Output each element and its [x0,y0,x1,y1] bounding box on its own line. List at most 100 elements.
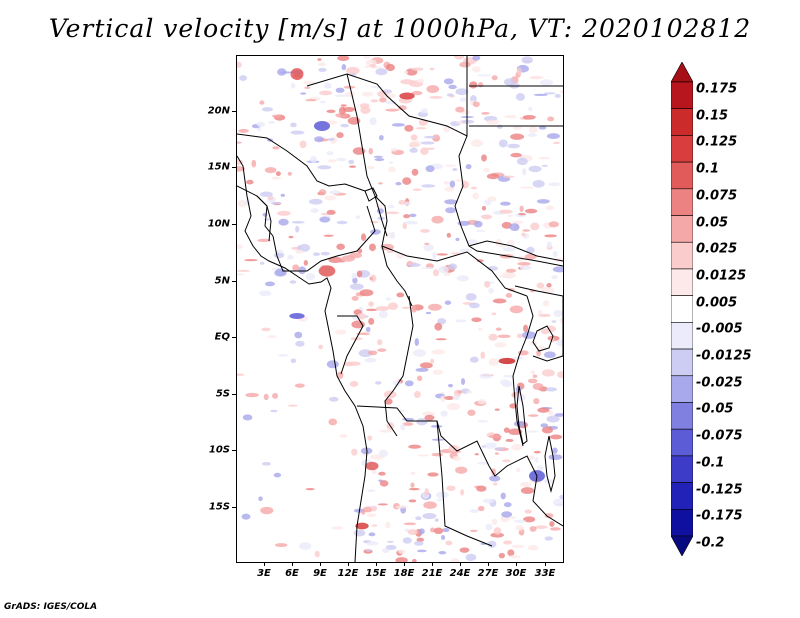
field-contour [556,339,563,347]
field-contour [509,516,517,520]
field-contour [239,75,248,82]
velocity-field [237,56,563,562]
field-contour [489,475,501,482]
field-contour [381,548,390,554]
field-contour [516,467,521,473]
field-contour [494,408,500,411]
field-contour [267,196,274,201]
field-contour [528,106,533,112]
field-contour [421,184,436,188]
field-contour [366,541,379,546]
lon-label: 3E [257,568,271,579]
field-contour [523,324,529,333]
field-contour [498,139,508,148]
field-contour [386,540,394,543]
field-contour [521,232,526,237]
field-contour [513,519,527,523]
field-contour [340,123,349,128]
field-contour [351,320,365,329]
field-contour [276,210,291,216]
field-contour [395,557,408,562]
field-contour [534,456,539,463]
field-contour [466,239,478,245]
field-contour [385,108,399,112]
lon-tick [460,562,461,566]
field-contour [484,442,497,449]
field-contour [421,267,435,270]
field-contour [272,146,280,150]
field-contour [494,452,500,455]
field-contour [423,501,437,509]
field-contour [290,82,296,89]
border-angola-zambia [436,420,493,547]
field-contour [244,259,258,262]
field-contour [385,63,395,72]
field-contour [488,333,498,341]
field-contour [295,225,300,233]
country-borders [237,56,563,562]
field-contour [523,516,536,523]
field-contour [415,516,422,521]
border-cameroon-car [374,195,413,307]
colorbar-label: -0.2 [696,535,725,551]
field-contour [242,414,253,421]
field-contour [371,506,378,512]
border-sudan-ssudan [468,240,563,262]
field-contour [364,357,377,363]
field-contour [388,161,394,164]
field-contour [238,128,250,133]
field-contour [351,295,359,301]
field-contour [340,104,347,107]
field-contour [524,509,532,514]
field-contour [290,130,305,135]
colorbar-swatch [671,348,693,377]
field-contour [481,154,487,162]
field-contour [460,378,466,386]
field-contour [493,527,502,535]
field-contour [532,382,544,391]
field-contour [544,536,553,541]
field-contour [455,237,460,242]
colorbar-swatch [671,402,693,430]
field-contour [532,374,538,378]
border-zambia [488,455,563,527]
colorbar-label: 0.175 [696,81,738,97]
border-uganda [514,285,563,362]
field-contour [453,56,465,60]
field-contour [511,443,523,451]
field-contour [412,188,422,192]
field-contour [288,235,294,239]
field-contour [304,86,311,90]
field-contour [273,472,282,478]
field-contour [443,125,451,133]
field-contour [481,445,486,448]
field-contour [446,93,454,97]
field-contour [411,91,423,96]
field-contour [412,349,427,357]
field-contour [512,125,522,130]
field-contour [425,165,435,173]
colorbar-label: 0.05 [696,215,729,231]
field-contour [289,280,297,284]
field-contour [341,64,347,71]
field-contour [416,537,425,543]
field-contour [351,272,357,279]
field-contour [408,444,422,449]
field-contour [434,322,443,331]
field-contour [543,478,555,484]
field-contour [420,141,435,145]
lon-tick [376,562,377,566]
field-contour [359,289,374,297]
field-contour [310,208,319,214]
field-contour [536,465,544,471]
field-contour [552,250,558,258]
field-contour [368,301,374,307]
field-contour [480,351,486,359]
field-contour [385,544,397,551]
field-contour [526,430,539,433]
field-contour [522,229,531,232]
field-contour [522,114,536,120]
field-contour [539,79,554,86]
field-contour [452,394,460,401]
field-contour [272,114,282,118]
